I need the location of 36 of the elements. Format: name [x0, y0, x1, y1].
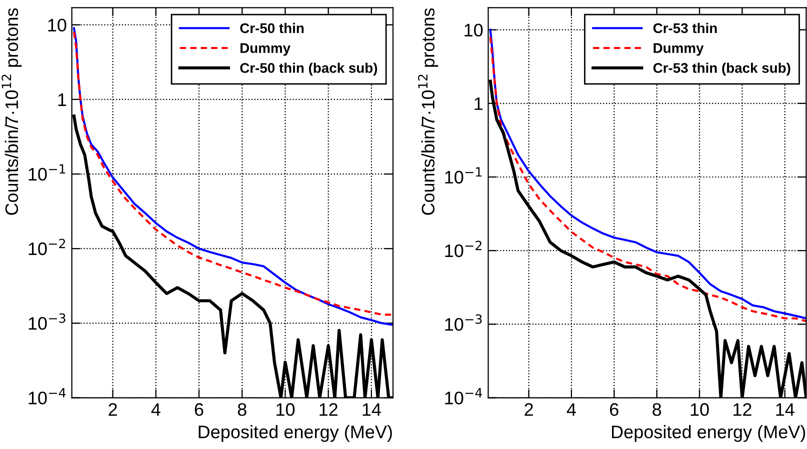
y-tick-label: 10$^{−4}$	[445, 388, 482, 404]
x-tick-label: 14	[362, 403, 381, 416]
x-tick-label: 2	[524, 403, 533, 416]
legend-label: Cr-53 thin	[653, 22, 717, 34]
x-tick-label: 10	[276, 403, 295, 416]
x-tick-label: 2	[108, 403, 117, 416]
y-tick-label: 1	[474, 98, 482, 110]
x-tick-label: 4	[566, 403, 576, 416]
x-tick-label: 14	[776, 403, 794, 416]
y-tick-label: 10$^{−3}$	[445, 314, 482, 331]
x-tick-label: 12	[320, 403, 338, 416]
y-tick-label: 10	[48, 18, 66, 32]
legend-label: Cr-50 thin (back sub)	[240, 62, 378, 76]
y-tick-label: 10$^{−4}$	[28, 388, 66, 404]
y-tick-label: 10	[464, 24, 483, 37]
legend-label: Dummy	[654, 43, 704, 56]
y-tick-label: 10$^{−1}$	[28, 164, 66, 181]
x-tick-label: 6	[194, 403, 204, 416]
y-tick-label: 1	[58, 94, 66, 106]
legend-label: Cr-50 thin	[240, 22, 304, 34]
y-tick-label: 10$^{−2}$	[445, 240, 482, 258]
y-tick-label: 10$^{−3}$	[28, 313, 66, 330]
x-axis-title: Deposited energy (MeV)	[612, 425, 806, 442]
y-tick-label: 10$^{−1}$	[445, 167, 482, 184]
y-tick-label: 10$^{−2}$	[28, 238, 66, 256]
x-tick-label: 4	[151, 403, 160, 416]
x-tick-label: 12	[734, 403, 752, 416]
x-tick-label: 8	[652, 403, 662, 416]
y-axis-title: Counts/bin/7·10$^{12}$ protons	[418, 8, 438, 215]
y-axis-title: Counts/bin/7·10$^{12}$ protons	[2, 8, 22, 215]
legend-label: Dummy	[240, 43, 290, 56]
x-tick-label: 10	[690, 403, 709, 416]
x-tick-label: 8	[238, 403, 246, 416]
x-axis-title: Deposited energy (MeV)	[198, 425, 392, 442]
legend-label: Cr-53 thin (back sub)	[653, 62, 790, 76]
x-tick-label: 6	[610, 403, 618, 416]
